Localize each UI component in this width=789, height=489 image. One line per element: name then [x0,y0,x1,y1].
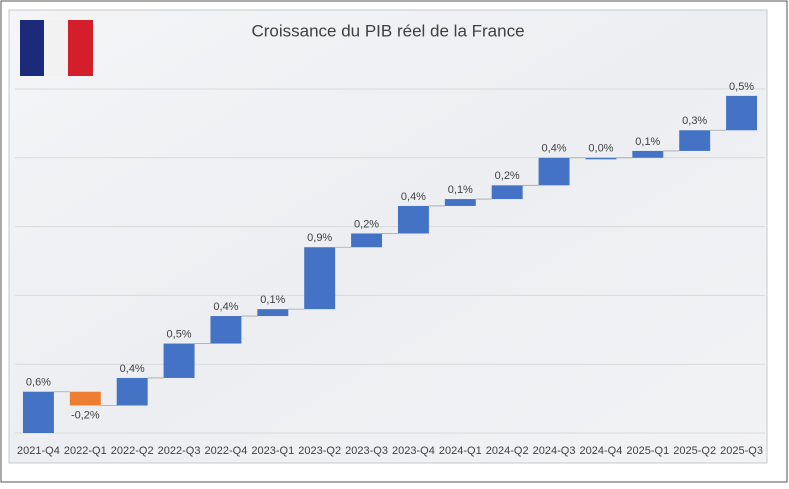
bar [632,150,664,158]
x-tick-label: 2022-Q2 [111,445,154,457]
bar [22,391,54,433]
data-label: 0,4% [213,301,238,313]
x-tick-label: 2022-Q1 [64,445,107,457]
x-tick-label: 2021-Q4 [17,445,60,457]
x-tick-label: 2023-Q2 [298,445,341,457]
bar [69,391,101,406]
bar [444,199,476,206]
bar [726,95,758,131]
x-tick-label: 2024-Q2 [486,445,529,457]
x-tick-label: 2022-Q3 [158,445,201,457]
bar [163,343,195,378]
data-label: 0,0% [588,143,613,155]
data-label: 0,6% [26,377,51,389]
bar [585,157,617,160]
x-tick-label: 2025-Q3 [720,445,763,457]
data-label: 0,1% [260,294,285,306]
data-label: 0,2% [495,170,520,182]
data-label: -0,2% [71,409,100,421]
data-label: 0,4% [120,363,145,375]
bar [257,309,289,317]
x-tick-label: 2022-Q4 [205,445,248,457]
x-tick-label: 2025-Q1 [626,445,669,457]
data-label: 0,4% [401,191,426,203]
x-tick-label: 2024-Q4 [580,445,623,457]
flag [20,20,93,76]
bar [210,316,242,344]
bar [679,130,711,151]
data-label: 0,5% [729,81,754,93]
bar [304,247,336,310]
bar [397,205,429,234]
x-tick-label: 2025-Q2 [673,445,716,457]
data-label: 0,9% [307,232,332,244]
bar [116,377,148,406]
data-label: 0,2% [354,218,379,230]
bar [491,185,523,200]
x-tick-label: 2023-Q1 [251,445,294,457]
x-tick-label: 2024-Q3 [533,445,576,457]
x-tick-label: 2023-Q4 [392,445,435,457]
data-label: 0,5% [167,328,192,340]
data-label: 0,3% [682,115,707,127]
x-tick-label: 2023-Q3 [345,445,388,457]
data-label: 0,1% [448,184,473,196]
bar [538,157,570,186]
chart-title: Croissance du PIB réel de la France [251,21,524,40]
data-label: 0,1% [635,136,660,148]
data-label: 0,4% [542,143,567,155]
bar [351,233,383,248]
x-tick-label: 2024-Q1 [439,445,482,457]
